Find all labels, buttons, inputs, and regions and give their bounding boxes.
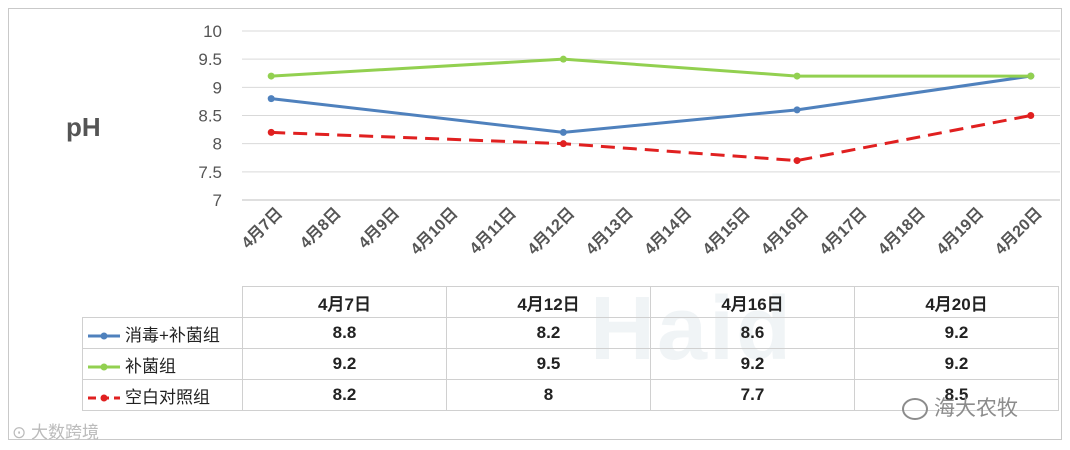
data-point <box>1027 72 1035 80</box>
table-cell: 9.2 <box>650 348 855 380</box>
legend-entry-disinfect: 消毒+补菌组 <box>82 317 243 349</box>
legend-label: 补菌组 <box>125 356 176 376</box>
x-tick-label: 4月17日 <box>816 204 870 258</box>
data-point <box>559 128 567 136</box>
legend-label: 空白对照组 <box>125 387 210 407</box>
gridlines <box>242 30 1060 201</box>
table-cell: 7.7 <box>650 379 855 411</box>
table-cell: 9.5 <box>446 348 651 380</box>
watermark-right-text: 海大农牧 <box>934 397 1018 420</box>
series-line <box>271 74 1032 134</box>
table-cell: 8 <box>446 379 651 411</box>
x-tick-label: 4月20日 <box>991 204 1045 258</box>
x-tick-label: 4月18日 <box>875 204 929 258</box>
x-tick-label: 4月13日 <box>582 204 636 258</box>
y-tick-label: 9.5 <box>198 50 222 69</box>
x-tick-label: 4月8日 <box>297 204 345 252</box>
data-point <box>267 95 275 103</box>
data-point <box>793 72 801 80</box>
x-tick-label: 4月7日 <box>238 204 286 252</box>
y-tick-label: 8.5 <box>198 107 222 126</box>
table-header-cell: 4月7日 <box>242 286 447 318</box>
x-tick-label: 4月12日 <box>524 204 578 258</box>
series-line <box>271 57 1031 78</box>
table-corner <box>82 286 243 318</box>
x-tick-label: 4月11日 <box>466 204 520 258</box>
y-tick-label: 9 <box>213 78 222 97</box>
table-row: 消毒+补菌组 8.8 8.2 8.6 9.2 <box>82 317 1059 349</box>
x-tick-label: 4月9日 <box>355 204 403 252</box>
x-tick-label: 4月16日 <box>758 204 812 258</box>
line-chart: 77.588.599.510 4月7日 4月8日 4月9日 4月10日 4月11日 4月1… <box>198 22 1060 258</box>
series-lines <box>267 55 1035 165</box>
series-line <box>271 114 1032 163</box>
wechat-icon <box>902 398 928 421</box>
data-point <box>793 106 801 114</box>
x-tick-label: 4月15日 <box>699 204 753 258</box>
y-tick-label: 8 <box>213 135 222 154</box>
table-row: 补菌组 9.2 9.5 9.2 9.2 <box>82 348 1059 380</box>
legend-key-blue <box>88 332 120 340</box>
table-cell: 9.2 <box>854 348 1059 380</box>
table-cell: 8.2 <box>446 317 651 349</box>
x-tick-label: 4月14日 <box>641 204 695 258</box>
data-table: 4月7日 4月12日 4月16日 4月20日 消毒+补菌组 8.8 8.2 8.… <box>82 286 1059 411</box>
chart-frame <box>8 8 1062 440</box>
data-point <box>559 55 567 63</box>
table-cell: 8.6 <box>650 317 855 349</box>
table-header-row: 4月7日 4月12日 4月16日 4月20日 <box>82 286 1059 318</box>
data-point <box>267 72 275 80</box>
table-header-cell: 4月16日 <box>650 286 855 318</box>
y-axis-label: pH <box>66 112 101 142</box>
data-point <box>793 157 801 165</box>
y-tick-label: 7 <box>213 191 222 210</box>
y-tick-label: 10 <box>203 22 222 41</box>
watermark-left-text: 大数跨境 <box>30 423 99 442</box>
data-point <box>559 140 567 148</box>
data-point <box>267 128 275 136</box>
legend-entry-control: 空白对照组 <box>82 379 243 411</box>
x-tick-label: 4月10日 <box>407 204 461 258</box>
legend-entry-bacteria: 补菌组 <box>82 348 243 380</box>
table-cell: 8.5 <box>854 379 1059 411</box>
data-point <box>1027 112 1035 119</box>
table-cell: 9.2 <box>854 317 1059 349</box>
table-cell: 8.8 <box>242 317 447 349</box>
table-cell: 8.2 <box>242 379 447 411</box>
legend-key-green <box>88 363 120 371</box>
legend-key-red <box>88 394 120 402</box>
x-tick-label: 4月19日 <box>933 204 987 258</box>
table-row: 空白对照组 8.2 8 7.7 8.5 <box>82 379 1059 411</box>
table-header-cell: 4月12日 <box>446 286 651 318</box>
table-header-cell: 4月20日 <box>854 286 1059 318</box>
y-tick-labels: 7 7.5 8 8.5 9 9.5 10 <box>198 22 222 210</box>
table-cell: 9.2 <box>242 348 447 380</box>
legend-label: 消毒+补菌组 <box>125 325 220 345</box>
x-tick-labels: 4月7日 4月8日 4月9日 4月10日 4月11日 4月12日 4月13日 4月14日 4月1… <box>238 204 1046 258</box>
watermark-left: ⊙ 大数跨境 <box>12 423 99 442</box>
y-tick-label: 7.5 <box>198 163 222 182</box>
watermark-right: 海大农牧 <box>902 392 1018 422</box>
